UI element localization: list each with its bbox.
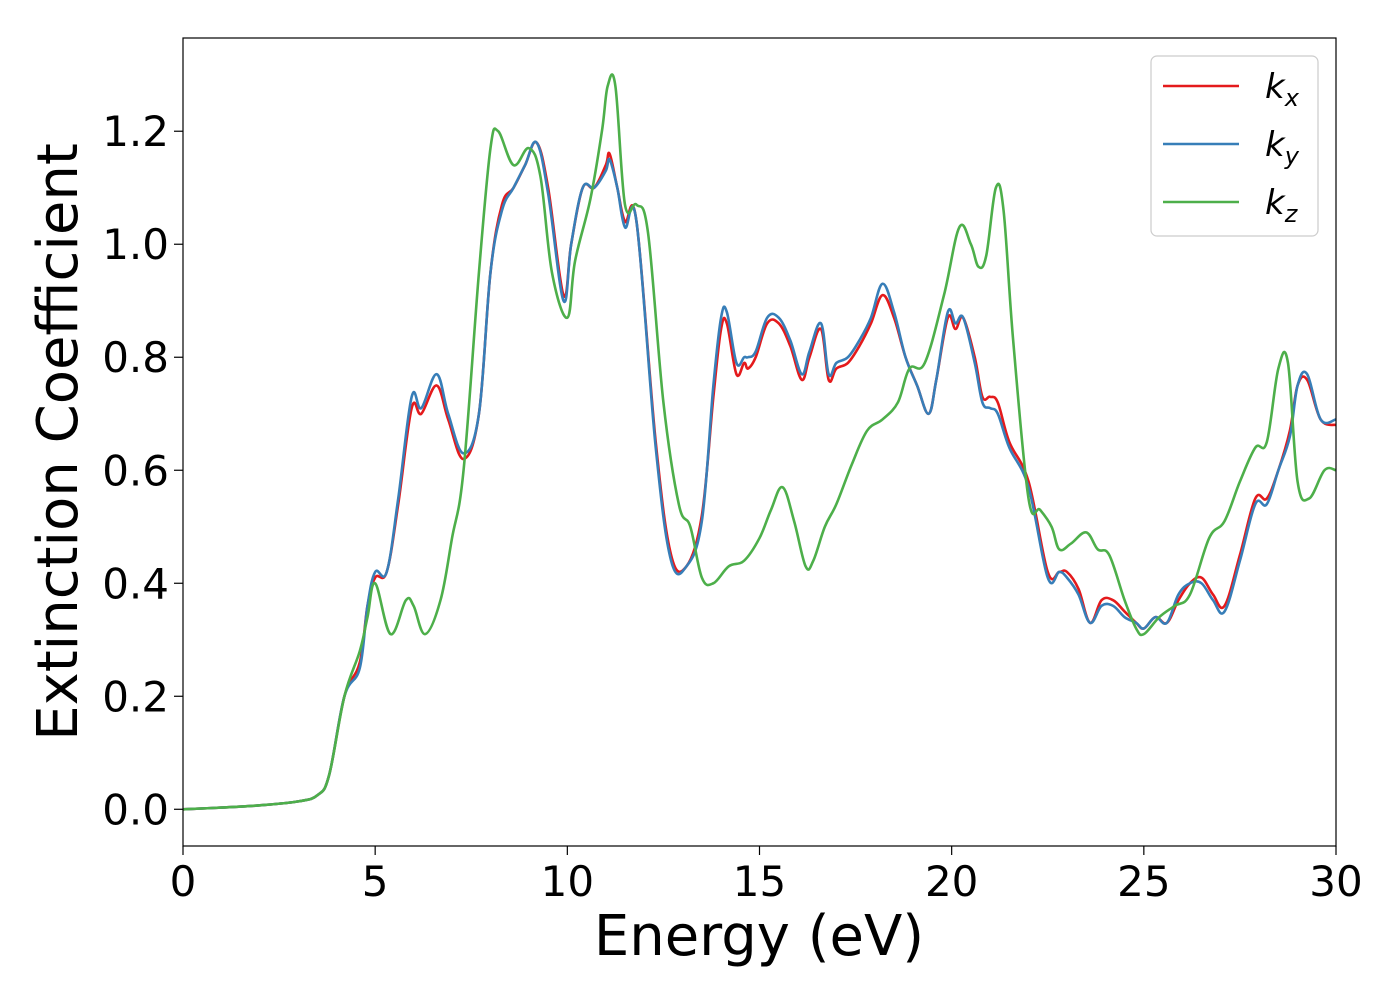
x-tick-label: 30 bbox=[1309, 857, 1362, 906]
y-tick-label: 0.8 bbox=[102, 333, 169, 382]
legend-box bbox=[1150, 55, 1319, 237]
x-tick-label: 0 bbox=[170, 857, 197, 906]
legend: kx ky kz bbox=[1150, 55, 1319, 237]
series-layer bbox=[183, 73, 1336, 811]
y-tick-label: 0.4 bbox=[102, 559, 169, 608]
series-line-z bbox=[183, 73, 1336, 811]
y-tick-label: 1.2 bbox=[102, 107, 169, 156]
x-tick-label: 15 bbox=[733, 857, 786, 906]
x-tick-label: 5 bbox=[362, 857, 389, 906]
y-tick-label: 1.0 bbox=[102, 220, 169, 269]
legend-label-x: kx bbox=[1265, 67, 1300, 112]
x-tick-label: 20 bbox=[925, 857, 978, 906]
y-axis-label: Extinction Coefficient bbox=[26, 143, 91, 741]
axes-layer: 0 5 10 15 20 25 30 0.0 0.2 0.4 0.6 0.8 1.0 1.2 bbox=[102, 37, 1363, 906]
series-line-y bbox=[183, 140, 1336, 811]
y-tick-label: 0.6 bbox=[102, 446, 169, 495]
legend-label-y: ky bbox=[1265, 125, 1300, 170]
x-tick-label: 25 bbox=[1117, 857, 1170, 906]
y-tick-label: 0.0 bbox=[102, 785, 169, 834]
y-tick-label: 0.2 bbox=[102, 672, 169, 721]
legend-label-z: kz bbox=[1265, 183, 1299, 228]
x-axis-label: Energy (eV) bbox=[594, 904, 924, 969]
plot-area-background bbox=[183, 38, 1336, 846]
x-tick-label: 10 bbox=[541, 857, 594, 906]
